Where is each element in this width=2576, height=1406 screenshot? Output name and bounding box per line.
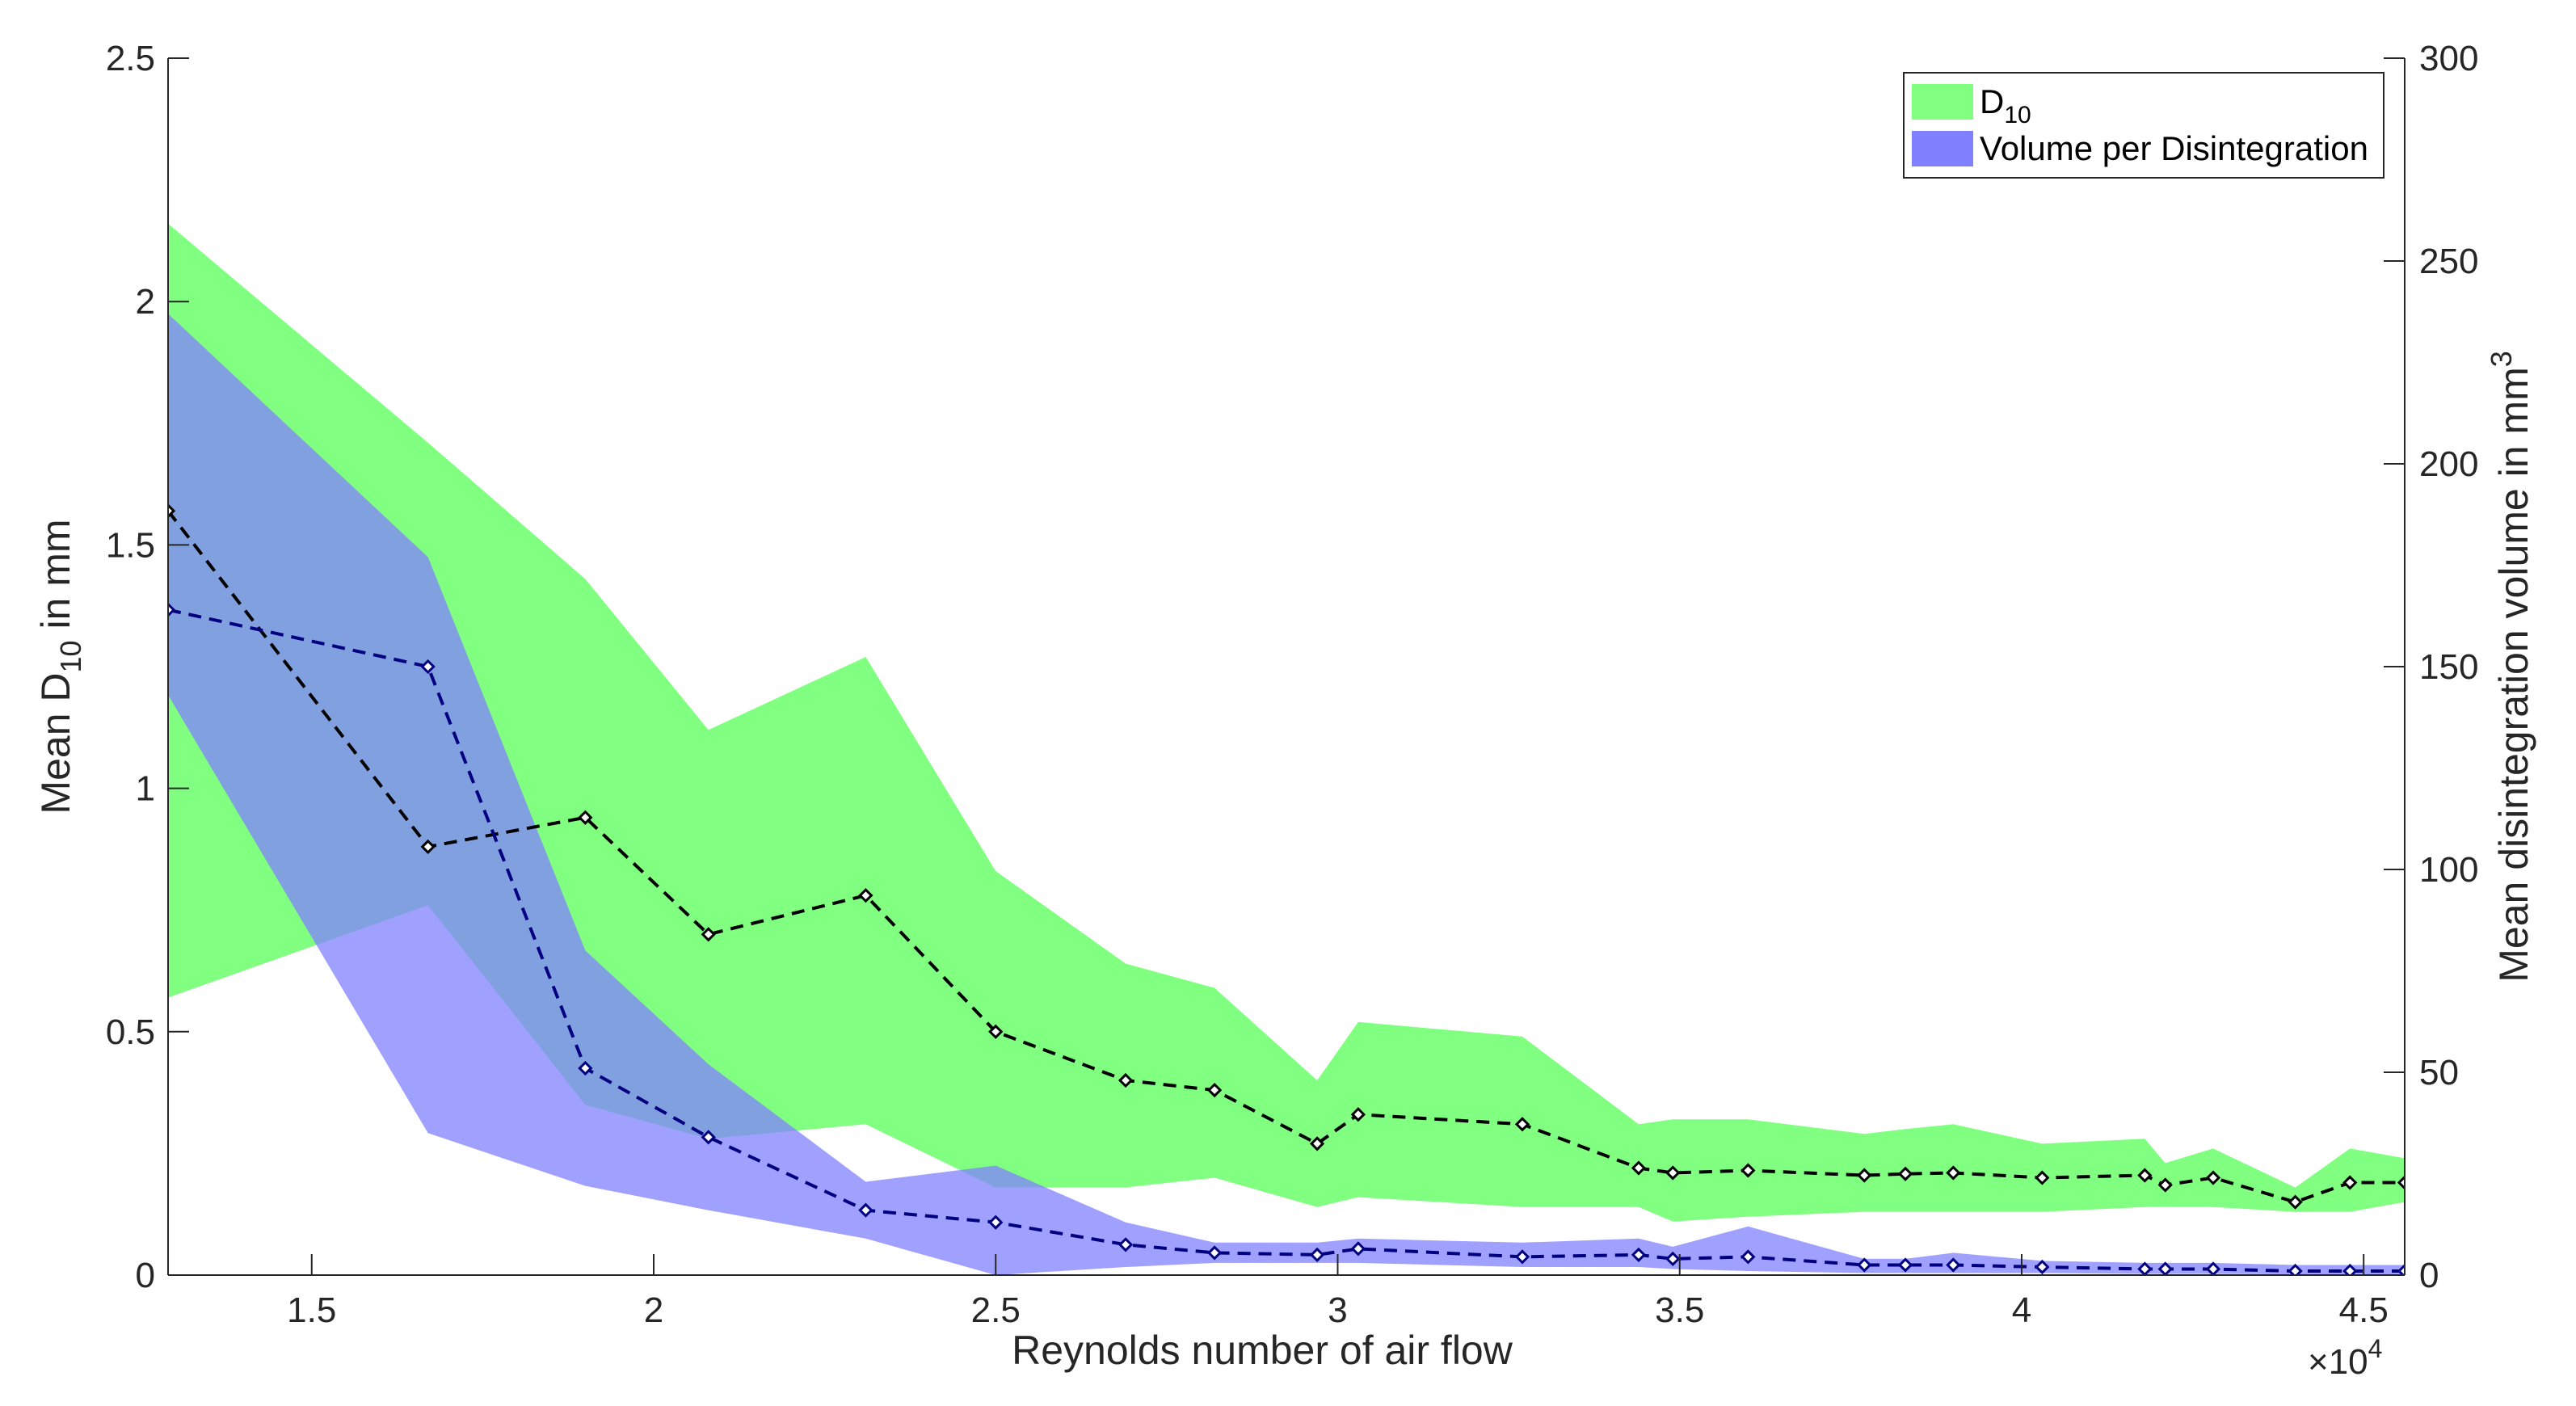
x-tick-label: 4 xyxy=(2012,1290,2031,1330)
y-left-tick-label: 1.5 xyxy=(106,525,155,565)
data-point-d10 xyxy=(2342,1175,2358,1190)
data-point-d10 xyxy=(1206,1082,1223,1098)
data-point-d10 xyxy=(1897,1166,1913,1181)
legend-label: D10 xyxy=(1980,82,2031,128)
data-point-volume xyxy=(578,1060,593,1076)
axes: 1.5 2 2.5 3 3.5 4 4.5 0 0.5 1 1.5 2 2.5 0 50 100 150 200 2… xyxy=(106,39,2479,1330)
x-tick-label: 2.5 xyxy=(971,1290,1021,1330)
x-multiplier: ×104 xyxy=(2308,1334,2382,1382)
y-right-label-prefix: Mean disintegration volume in mm xyxy=(2491,367,2536,982)
data-point-d10 xyxy=(578,810,593,825)
y-axis-label-left: Mean D10 in mm xyxy=(33,519,87,814)
y-right-tick-label: 250 xyxy=(2419,242,2478,281)
data-point-d10 xyxy=(1857,1168,1872,1183)
legend-box xyxy=(1903,72,2384,179)
data-point-volume xyxy=(168,602,176,617)
legend-swatch xyxy=(1912,131,1973,166)
data-point-d10 xyxy=(420,839,436,855)
data-point-volume xyxy=(2035,1259,2050,1275)
data-point-volume xyxy=(2397,1263,2405,1275)
data-point-volume xyxy=(701,1130,716,1145)
y-axis-label-right: Mean disintegration volume in mm3 xyxy=(2485,351,2536,982)
band-d10 xyxy=(168,223,2405,1222)
data-point-d10 xyxy=(2157,1177,2173,1193)
y-right-tick-label: 200 xyxy=(2419,444,2478,484)
data-point-volume xyxy=(988,1214,1004,1230)
y-left-tick-label: 1 xyxy=(136,769,155,809)
data-point-volume xyxy=(1206,1245,1223,1261)
data-point-volume xyxy=(2342,1263,2358,1275)
data-point-volume xyxy=(1350,1241,1366,1257)
mean-line-volume xyxy=(168,608,2405,1273)
legend-label-main: D xyxy=(1980,82,2004,120)
x-tick-label: 3 xyxy=(1328,1290,1347,1330)
x-tick-label: 1.5 xyxy=(287,1290,336,1330)
legend-label-main: Volume per Disintegration xyxy=(1980,129,2368,167)
x-multiplier-exponent: 4 xyxy=(2368,1334,2383,1363)
x-tick-label: 4.5 xyxy=(2339,1290,2389,1330)
data-point-volume xyxy=(1631,1247,1647,1263)
legend-swatch xyxy=(1912,84,1973,120)
data-point-volume xyxy=(1118,1237,1134,1252)
y-right-tick-label: 100 xyxy=(2419,850,2478,890)
y-right-tick-label: 150 xyxy=(2419,647,2478,687)
data-point-d10 xyxy=(1740,1163,1756,1178)
mean-line-d10 xyxy=(168,509,2405,1204)
data-point-volume xyxy=(858,1202,873,1218)
data-point-d10 xyxy=(1118,1072,1134,1088)
data-point-volume xyxy=(1665,1251,1681,1267)
y-left-label-suffix: in mm xyxy=(33,519,78,640)
data-point-d10 xyxy=(1350,1107,1366,1122)
x-multiplier-base: ×10 xyxy=(2308,1342,2368,1382)
y-left-label-sub: 10 xyxy=(54,640,87,672)
data-point-d10 xyxy=(1631,1160,1647,1176)
data-point-d10 xyxy=(2397,1175,2405,1190)
data-point-volume xyxy=(1740,1249,1756,1265)
data-point-volume xyxy=(1309,1247,1325,1263)
data-point-d10 xyxy=(2137,1168,2153,1183)
y-right-tick-label: 0 xyxy=(2419,1256,2439,1295)
y-left-tick-label: 2 xyxy=(136,282,155,322)
legend-label: Volume per Disintegration xyxy=(1980,129,2368,167)
data-point-d10 xyxy=(988,1024,1004,1039)
data-point-d10 xyxy=(1309,1136,1325,1151)
data-point-volume xyxy=(1897,1257,1913,1273)
y-left-tick-label: 2.5 xyxy=(106,39,155,78)
data-point-volume xyxy=(2288,1263,2303,1275)
data-point-d10 xyxy=(701,927,716,942)
y-left-label-prefix: Mean D xyxy=(33,672,78,814)
y-right-label-sup: 3 xyxy=(2485,351,2518,367)
y-right-tick-label: 300 xyxy=(2419,39,2478,78)
y-left-tick-label: 0 xyxy=(136,1256,155,1295)
x-tick-label: 2 xyxy=(644,1290,663,1330)
legend-label-sub: 10 xyxy=(2004,102,2031,128)
data-point-d10 xyxy=(168,503,176,519)
y-left-tick-label: 0.5 xyxy=(106,1012,155,1052)
data-point-volume xyxy=(1857,1257,1872,1273)
x-tick-label: 3.5 xyxy=(1655,1290,1704,1330)
data-point-d10 xyxy=(1946,1165,1961,1181)
data-point-volume xyxy=(1514,1249,1530,1265)
plot-area xyxy=(168,223,2405,1275)
data-point-d10 xyxy=(2288,1194,2303,1210)
data-point-d10 xyxy=(1665,1165,1681,1181)
data-point-d10 xyxy=(1514,1117,1530,1132)
x-axis-label: Reynolds number of air flow xyxy=(1012,1328,1513,1373)
data-point-volume xyxy=(420,659,436,675)
data-point-volume xyxy=(1946,1257,1961,1273)
data-point-d10 xyxy=(2035,1170,2050,1185)
y-right-tick-label: 50 xyxy=(2419,1053,2459,1092)
data-point-d10 xyxy=(2205,1170,2221,1185)
data-point-d10 xyxy=(858,888,873,903)
